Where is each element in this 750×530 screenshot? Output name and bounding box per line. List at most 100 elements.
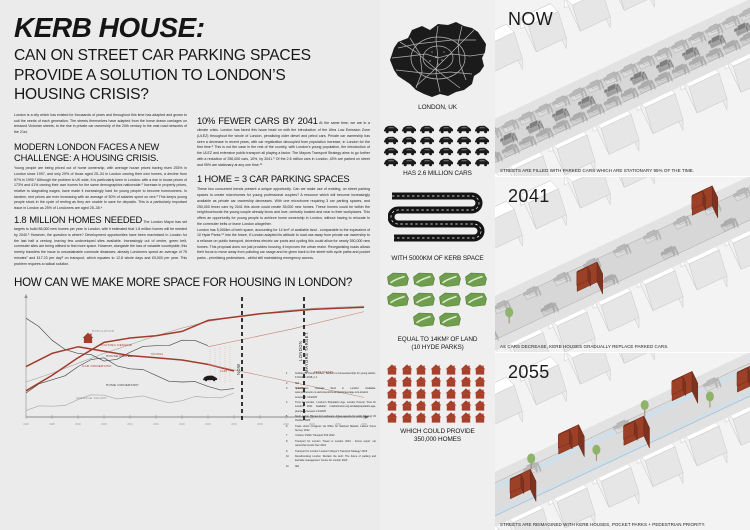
- chart-label-home-ownership: HOME OWNERSHIP: [106, 383, 139, 387]
- park-icon: [386, 292, 409, 307]
- body-columns: London is a city which has existed for t…: [14, 113, 370, 267]
- axon-shape: [617, 71, 622, 82]
- reference-item: 7 YouGov ‘Public Transport Poll’ 2022: [286, 434, 376, 438]
- axon-shape: [549, 103, 554, 114]
- car-icon: [438, 159, 453, 167]
- axon-shape: [684, 215, 688, 227]
- axon-shape: [611, 273, 615, 285]
- paragraph-fewer-cars: 10% FEWER CARS BY 2041 At the same time,…: [197, 113, 370, 168]
- car-icon: [456, 148, 471, 156]
- axon-shape: [631, 63, 635, 75]
- map-density: [428, 51, 445, 65]
- axon-shape: [620, 176, 648, 188]
- reference-text: Ibid: [295, 464, 300, 468]
- axon-shape: [674, 245, 679, 256]
- chart-label-housing: HOUSING: [151, 354, 163, 356]
- chart-series-1: [25, 306, 365, 392]
- axon-shape: [495, 127, 499, 139]
- car-icon: [456, 137, 471, 145]
- axon-shape: [682, 376, 686, 396]
- house-icon: [82, 332, 94, 344]
- car-icon: [438, 126, 453, 134]
- chart-label-population: POPULATION: [92, 329, 114, 333]
- house-icon: [386, 400, 398, 411]
- house-icon: [415, 364, 427, 375]
- scenario-2055: 2055 STREETS ARE REIMAGINED WITH KERB HO…: [495, 353, 750, 530]
- scenario-now: NOW STREETS ARE FILLED WITH PARKED CARS …: [495, 0, 750, 177]
- paragraph-homes-needed-text: The London Mayor has set targets to buil…: [14, 219, 187, 266]
- chart-x-arrow: [365, 415, 369, 419]
- subtitle-line-2: PROVIDE A SOLUTION TO LONDON’S: [14, 66, 286, 84]
- axon-shape: [667, 58, 671, 71]
- axon-shape: [651, 55, 656, 66]
- axon-shape: [495, 171, 499, 176]
- house-icon-grid: [386, 362, 490, 423]
- reference-item: 8 Transport for London ‘Travel in London …: [286, 440, 376, 449]
- chart-label-car-ownership: CAR OWNERSHIP: [82, 364, 112, 368]
- axon-shape: [631, 87, 635, 99]
- reference-item: 4 Trust for London, ‘London’s Population …: [286, 401, 376, 414]
- land-caption-line2: (10 HYDE PARKS): [411, 344, 464, 352]
- axon-shape: [566, 107, 570, 119]
- reference-item: 2 Ibid: [286, 382, 376, 386]
- axon-shape: [619, 176, 625, 188]
- house-icon: [430, 376, 442, 387]
- axon-shape: [745, 22, 749, 34]
- chart-x-tick-label: 2030: [231, 423, 237, 426]
- scenario-now-caption: STREETS ARE FILLED WITH PARKED CARS WHIC…: [500, 167, 695, 173]
- car-icon: [401, 159, 416, 167]
- axon-shape: [597, 257, 602, 268]
- axon-shape: [624, 243, 628, 255]
- axon-shape: [634, 63, 639, 74]
- reference-text: SpareRoom ‘Average Rent in London’ Avail…: [295, 387, 376, 399]
- axon-shape: [537, 285, 542, 296]
- chart-x-ticks: 1990 1995 2000 2005 2010 2015 2020 2025 2030 2035…: [23, 415, 367, 426]
- axon-shape: [654, 229, 658, 241]
- axon-shape: [583, 87, 588, 98]
- axon-shape: [711, 185, 719, 218]
- axon-shape: [564, 271, 568, 283]
- axon-shape: [702, 55, 707, 67]
- house-icon: [401, 376, 412, 387]
- homes-caption-line2: 350,000 HOMES: [413, 435, 461, 443]
- axon-shape: [512, 143, 516, 155]
- chart-x-tick-label: 2040: [283, 423, 289, 426]
- poster-subtitle: CAN ON STREET CAR PARKING SPACES PROVIDE…: [14, 46, 362, 105]
- chart-x-tick-label: 2020: [179, 423, 185, 426]
- house-icon: [430, 412, 442, 423]
- reference-text: YouGov ‘Public Transport Poll’ 2022: [295, 434, 335, 438]
- body-column-left: London is a city which has existed for t…: [14, 113, 187, 267]
- axon-shape: [495, 208, 523, 249]
- car-icon: [383, 126, 398, 134]
- chart-series-0: [25, 306, 365, 383]
- axon-shape: [546, 103, 550, 115]
- chart-label-average-salary: AVERAGE SALARY: [76, 396, 107, 400]
- axon-shape: [617, 95, 622, 107]
- axon-shape: [742, 7, 750, 17]
- house-icon: [475, 412, 486, 423]
- axon-shape: [534, 462, 538, 474]
- house-icon: [445, 388, 457, 399]
- house-icon: [386, 412, 398, 423]
- axon-shape: [551, 301, 555, 314]
- axon-shape: [651, 79, 656, 91]
- axon-shape: [569, 430, 573, 450]
- house-icon: [430, 400, 442, 411]
- scenario-2055-caption: STREETS ARE REIMAGINED WITH KERB HOUSES,…: [500, 521, 706, 527]
- house-icon: [415, 412, 427, 423]
- chart-y-arrow: [24, 294, 28, 299]
- car-icon: [420, 137, 435, 145]
- axon-shape: [648, 79, 652, 91]
- reference-number: 8: [286, 439, 288, 443]
- chart-series-5: [25, 392, 235, 412]
- axon-shape: [495, 385, 523, 425]
- chart-label-house-prices: HOUSE PRICES: [106, 354, 132, 358]
- tree-icon: [527, 453, 536, 464]
- text-panel: KERB HOUSE: CAN ON STREET CAR PARKING SP…: [14, 13, 376, 524]
- car-icon: [456, 126, 471, 134]
- references-list: 1 Institute for Fiscal Studies, ‘Barriers…: [286, 372, 376, 524]
- reference-number: 5: [286, 415, 288, 419]
- car-icon: [438, 137, 453, 145]
- axon-shape: [520, 17, 537, 52]
- axon-shape: [495, 330, 499, 341]
